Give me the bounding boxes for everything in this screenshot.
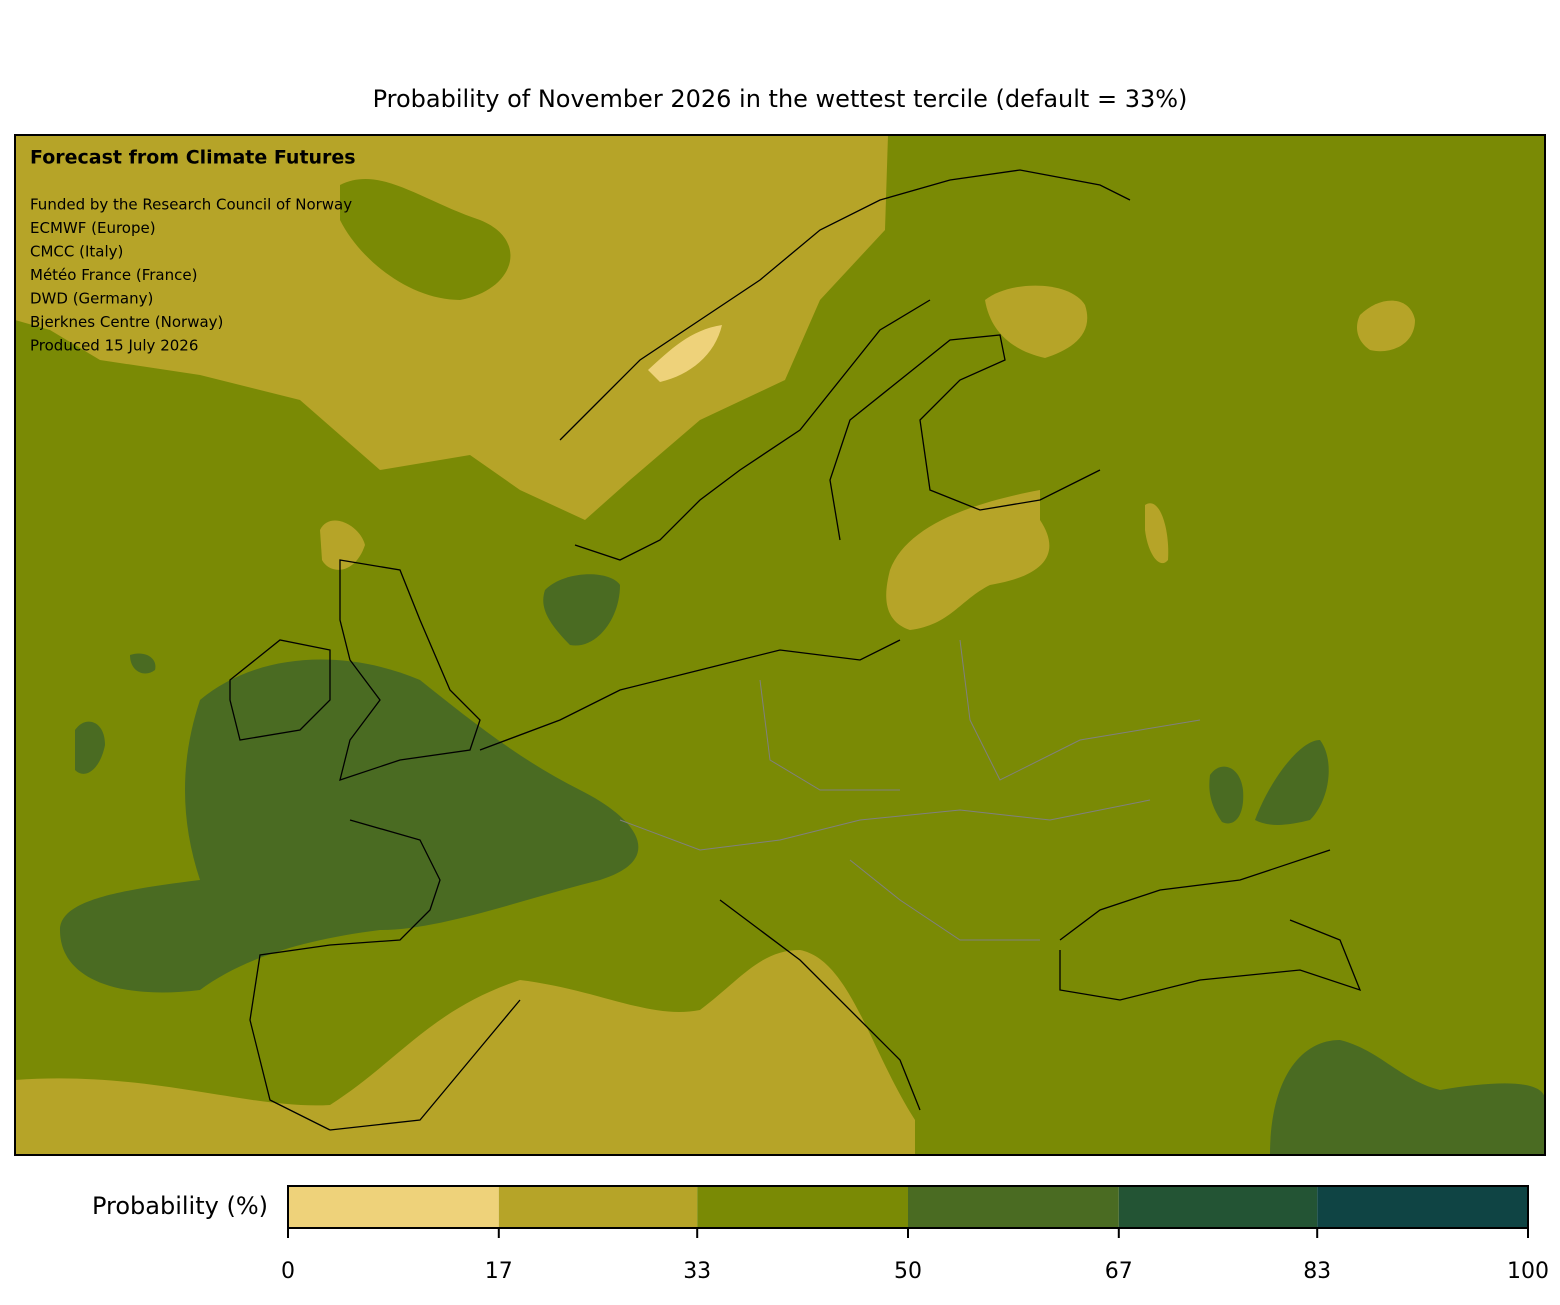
annotation-line: ECMWF (Europe): [30, 219, 156, 237]
coastline: [559, 169, 1131, 561]
colorbar-tick-label: 17: [485, 1259, 513, 1284]
probability-region: [340, 179, 511, 300]
map-area: [15, 135, 1545, 1155]
probability-region: [543, 574, 620, 646]
colorbar-segment: [908, 1186, 1119, 1228]
colorbar-tick-label: 0: [281, 1259, 295, 1284]
probability-region: [15, 135, 888, 520]
annotation-line: Produced 15 July 2026: [30, 337, 198, 355]
probability-region: [15, 950, 915, 1155]
colorbar-tick-label: 67: [1105, 1259, 1133, 1284]
colorbar-segment: [288, 1186, 499, 1228]
annotation-line: CMCC (Italy): [30, 243, 123, 261]
map-frame: [14, 134, 1546, 1156]
probability-region: [1145, 503, 1169, 564]
annotation-line: DWD (Germany): [30, 290, 153, 308]
colorbar-segment: [1317, 1186, 1528, 1228]
probability-region: [60, 659, 639, 993]
probability-region: [320, 520, 365, 570]
border: [619, 639, 1201, 941]
probability-region: [130, 653, 156, 674]
coastline: [249, 639, 1362, 1131]
probability-region: [648, 325, 722, 382]
map-title: Probability of November 2026 in the wett…: [373, 85, 1188, 113]
colorbar-segment: [1118, 1186, 1318, 1228]
probability-region: [1209, 766, 1244, 824]
probability-region: [1255, 740, 1329, 825]
coastlines: [229, 169, 1362, 1131]
probability-region: [985, 285, 1088, 358]
annotation-heading: Forecast from Climate Futures: [30, 147, 356, 169]
probability-region: [886, 490, 1050, 630]
colorbar-tick-label: 33: [683, 1259, 711, 1284]
annotation-line: Bjerknes Centre (Norway): [30, 313, 223, 331]
annotation-line: Funded by the Research Council of Norway: [30, 196, 352, 214]
colorbar-segment: [498, 1186, 698, 1228]
colorbar-segment: [697, 1186, 908, 1228]
colorbar-label: Probability (%): [92, 1192, 268, 1220]
coastline: [229, 559, 481, 781]
probability-region: [1270, 1040, 1545, 1155]
probability-region: [1357, 300, 1415, 352]
colorbar-tick-label: 100: [1507, 1259, 1549, 1284]
probability-region: [75, 721, 105, 774]
colorbar-tick-label: 50: [894, 1259, 922, 1284]
annotation-line: Météo France (France): [30, 266, 197, 284]
colorbar-tick-label: 83: [1303, 1259, 1331, 1284]
